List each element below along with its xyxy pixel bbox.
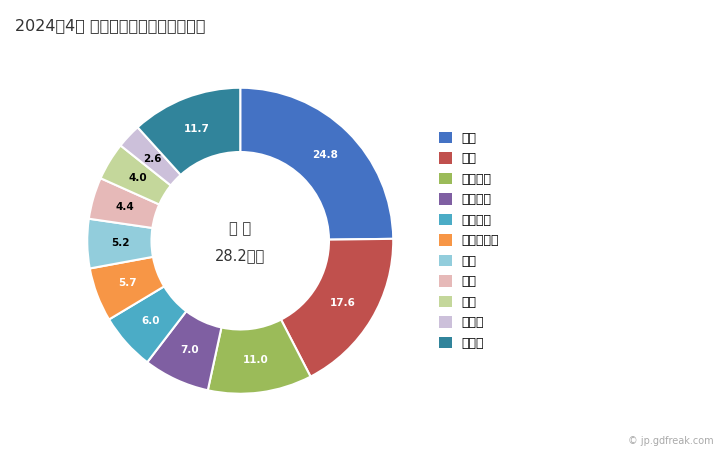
Text: 17.6: 17.6 <box>331 297 356 307</box>
Text: 11.0: 11.0 <box>243 355 269 365</box>
Wedge shape <box>89 178 159 228</box>
Wedge shape <box>281 239 393 377</box>
Text: 5.2: 5.2 <box>111 238 130 248</box>
Wedge shape <box>109 286 186 362</box>
Wedge shape <box>90 257 164 320</box>
Wedge shape <box>87 219 153 269</box>
Text: 6.0: 6.0 <box>141 316 160 326</box>
Text: 28.2億円: 28.2億円 <box>215 248 266 264</box>
Text: 5.7: 5.7 <box>119 278 137 288</box>
Text: © jp.gdfreak.com: © jp.gdfreak.com <box>628 436 713 446</box>
Wedge shape <box>138 88 240 175</box>
Wedge shape <box>100 145 171 204</box>
Text: 11.7: 11.7 <box>184 124 210 134</box>
Wedge shape <box>147 311 221 390</box>
Text: 2.6: 2.6 <box>143 153 162 163</box>
Text: 4.0: 4.0 <box>128 173 147 183</box>
Wedge shape <box>207 320 311 394</box>
Text: 総 額: 総 額 <box>229 221 251 236</box>
Wedge shape <box>121 127 181 185</box>
Text: 4.4: 4.4 <box>116 202 134 212</box>
Wedge shape <box>240 88 393 240</box>
Text: 2024年4月 輸出相手国のシェア（％）: 2024年4月 輸出相手国のシェア（％） <box>15 18 205 33</box>
Legend: 米国, 中国, オランダ, スペイン, フランス, マレーシア, 韓国, 香港, 英国, チェコ, その他: 米国, 中国, オランダ, スペイン, フランス, マレーシア, 韓国, 香港,… <box>439 132 499 350</box>
Text: 7.0: 7.0 <box>181 345 199 355</box>
Text: 24.8: 24.8 <box>312 150 338 160</box>
